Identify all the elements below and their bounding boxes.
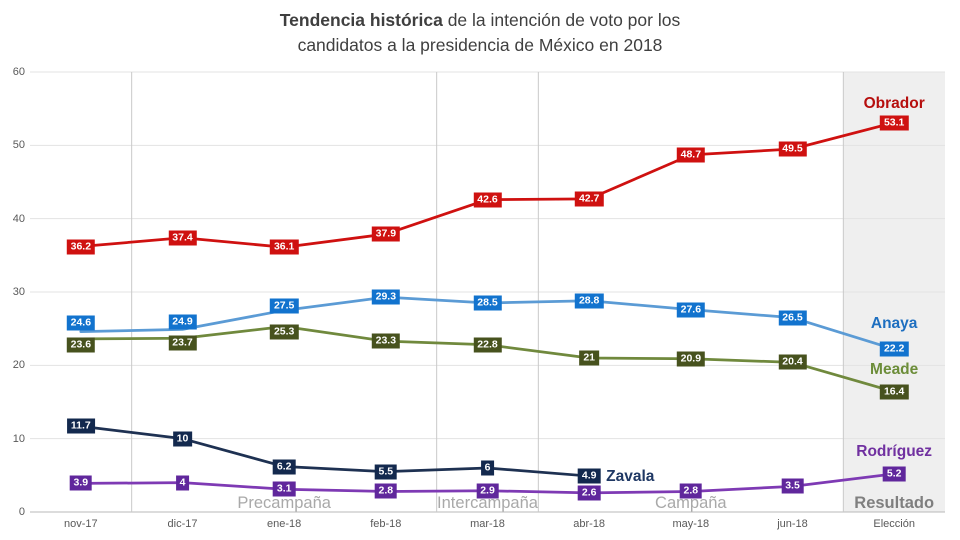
value-label-obrador: 42.6 (473, 192, 502, 208)
x-tick-label: feb-18 (370, 518, 402, 530)
x-tick-label: Elección (873, 518, 915, 530)
value-label-meade: 21 (579, 350, 599, 366)
value-label-rodriguez: 2.9 (476, 483, 499, 499)
value-label-meade: 23.3 (371, 333, 401, 349)
value-label-obrador: 48.7 (676, 147, 706, 163)
y-tick-label: 50 (12, 139, 25, 152)
chart-title-line2: candidatos a la presidencia de México en… (297, 35, 663, 55)
phase-label-campaña: Campaña (655, 494, 727, 512)
value-label-obrador: 36.1 (269, 239, 299, 255)
value-label-rodriguez: 2.6 (577, 485, 601, 501)
value-label-zavala: 6.2 (272, 459, 296, 475)
value-label-obrador: 36.2 (66, 239, 96, 255)
phase-label-resultado: Resultado (854, 494, 935, 512)
y-tick-label: 10 (12, 432, 25, 445)
chart-title: Tendencia histórica de la intención de v… (0, 8, 960, 58)
candidate-name-rodriguez: Rodríguez (856, 442, 933, 460)
candidate-name-meade: Meade (870, 360, 919, 378)
phase-label-precampaña: Precampaña (237, 494, 331, 512)
y-tick-label: 40 (12, 212, 25, 225)
value-label-anaya: 27.5 (269, 298, 299, 314)
series-line-zavala (79, 424, 591, 478)
value-label-rodriguez: 3.9 (69, 475, 93, 491)
value-label-rodriguez: 3.5 (781, 478, 804, 494)
y-tick-label: 30 (12, 286, 25, 298)
value-label-rodriguez: 5.2 (882, 466, 906, 482)
value-label-meade: 23.7 (168, 335, 197, 351)
value-label-zavala: 10 (172, 431, 193, 447)
value-label-rodriguez: 4 (175, 475, 190, 491)
series-line-meade (79, 325, 896, 394)
value-label-meade: 20.4 (778, 354, 807, 370)
value-label-zavala: 5.5 (374, 464, 398, 480)
value-label-anaya: 24.6 (66, 315, 96, 331)
value-label-meade: 20.9 (676, 351, 706, 367)
value-label-meade: 25.3 (269, 324, 299, 340)
value-label-rodriguez: 3.1 (272, 481, 296, 497)
value-label-meade: 16.4 (879, 384, 909, 400)
y-tick-label: 60 (12, 66, 25, 78)
x-tick-label: dic-17 (167, 518, 198, 530)
x-tick-label: may-18 (672, 518, 710, 530)
value-label-zavala: 11.7 (66, 418, 95, 434)
value-label-obrador: 42.7 (574, 191, 604, 207)
value-label-rodriguez: 2.8 (679, 483, 703, 499)
value-label-meade: 22.8 (473, 337, 502, 353)
value-label-anaya: 22.2 (879, 341, 909, 357)
value-label-anaya: 28.5 (473, 295, 502, 311)
candidate-name-anaya: Anaya (870, 315, 918, 333)
x-tick-label: ene-18 (267, 518, 302, 530)
series-line-obrador (79, 121, 896, 249)
x-tick-label: nov-17 (64, 518, 98, 530)
value-label-rodriguez: 2.8 (374, 483, 398, 499)
candidate-name-zavala: Zavala (606, 468, 655, 486)
value-label-obrador: 37.4 (168, 230, 197, 246)
chart-title-line1: Tendencia histórica de la intención de v… (0, 8, 960, 33)
value-label-anaya: 28.8 (574, 293, 604, 309)
phase-label-intercampaña: Intercampaña (437, 494, 538, 512)
value-label-obrador: 53.1 (879, 115, 909, 131)
x-tick-label: abr-18 (573, 518, 606, 530)
y-tick-label: 20 (12, 359, 25, 372)
value-label-anaya: 24.9 (168, 314, 197, 330)
candidate-name-obrador: Obrador (863, 94, 925, 112)
value-label-anaya: 27.6 (676, 302, 706, 318)
chart-title-bold: Tendencia histórica (279, 10, 443, 30)
chart-title-rest: de la intención de voto por los (442, 10, 681, 30)
value-label-meade: 23.6 (66, 337, 96, 353)
x-tick-label: jun-18 (777, 518, 808, 530)
value-label-zavala: 6 (480, 460, 495, 476)
value-label-obrador: 49.5 (778, 141, 807, 157)
value-label-obrador: 37.9 (371, 226, 401, 242)
x-tick-label: mar-18 (470, 518, 505, 530)
y-tick-label: 0 (18, 506, 25, 518)
value-label-zavala: 4.9 (577, 468, 601, 484)
value-label-anaya: 29.3 (371, 289, 401, 305)
value-label-anaya: 26.5 (778, 310, 807, 326)
